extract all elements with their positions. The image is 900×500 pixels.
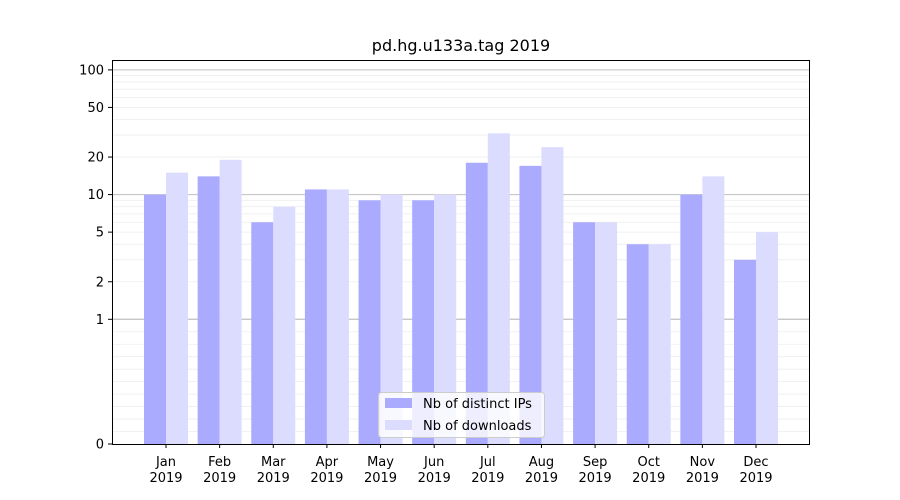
- x-tick-label-month: Feb: [208, 455, 231, 470]
- x-tick-label-year: 2019: [686, 471, 719, 486]
- legend-swatch-distinct-ips: [385, 398, 412, 408]
- y-tick-label: 10: [87, 188, 104, 203]
- plot-frame: [112, 60, 810, 445]
- legend-label-distinct-ips: Nb of distinct IPs: [423, 397, 532, 412]
- x-axis: Jan2019Feb2019Mar2019Apr2019May2019Jun20…: [149, 444, 773, 486]
- bar-distinct-ips-jan: [144, 194, 166, 444]
- y-tick-label: 2: [96, 275, 104, 290]
- legend-label-downloads: Nb of downloads: [423, 419, 532, 434]
- x-tick-label-month: May: [367, 455, 394, 470]
- legend-swatch-downloads: [385, 420, 412, 430]
- x-tick-label-year: 2019: [525, 471, 558, 486]
- x-tick-label-month: Aug: [529, 455, 554, 470]
- bar-downloads-sep: [595, 222, 618, 444]
- y-tick-label: 0: [96, 438, 104, 453]
- x-tick-label-month: Jun: [423, 455, 444, 470]
- bar-downloads-dec: [756, 232, 778, 444]
- x-tick-label-month: Oct: [637, 455, 659, 470]
- bar-distinct-ips-feb: [197, 176, 220, 444]
- bar-downloads-nov: [702, 176, 725, 444]
- chart-title: pd.hg.u133a.tag 2019: [372, 36, 550, 55]
- bar-downloads-may: [380, 194, 403, 444]
- bar-distinct-ips-oct: [626, 244, 649, 444]
- bar-distinct-ips-nov: [680, 194, 703, 444]
- x-tick-label-year: 2019: [471, 471, 504, 486]
- bar-distinct-ips-jul: [465, 162, 488, 444]
- bar-downloads-feb: [219, 159, 242, 444]
- x-tick-label-year: 2019: [579, 471, 612, 486]
- x-tick-label-month: Mar: [261, 455, 286, 470]
- bar-downloads-mar: [273, 206, 296, 444]
- legend-box: [378, 392, 545, 438]
- x-tick-label-year: 2019: [418, 471, 451, 486]
- y-tick-label: 100: [79, 63, 104, 78]
- x-tick-label-month: Jan: [155, 455, 176, 470]
- bar-downloads-oct: [648, 244, 671, 444]
- x-tick-label-month: Apr: [316, 455, 339, 470]
- legend: Nb of distinct IPs Nb of downloads: [378, 392, 545, 438]
- y-tick-label: 1: [96, 313, 104, 328]
- x-tick-label-year: 2019: [149, 471, 182, 486]
- x-tick-label-year: 2019: [203, 471, 236, 486]
- x-tick-label-month: Jul: [479, 455, 496, 470]
- bar-distinct-ips-sep: [573, 222, 596, 444]
- bar-downloads-aug: [541, 147, 564, 444]
- bar-distinct-ips-dec: [734, 259, 756, 444]
- bars: [144, 133, 778, 444]
- x-tick-label-year: 2019: [364, 471, 397, 486]
- bar-distinct-ips-jun: [412, 200, 435, 444]
- bar-distinct-ips-aug: [519, 165, 542, 444]
- bar-downloads-jan: [166, 172, 188, 444]
- x-tick-label-month: Nov: [690, 455, 716, 470]
- bar-downloads-jul: [487, 133, 510, 444]
- x-tick-label-month: Dec: [743, 455, 768, 470]
- y-tick-label: 50: [87, 101, 104, 116]
- bar-distinct-ips-apr: [304, 189, 327, 444]
- x-tick-label-month: Sep: [583, 455, 608, 470]
- y-axis: 0 1 2 5 10 20 50 100: [79, 63, 112, 453]
- bar-distinct-ips-mar: [251, 222, 274, 444]
- x-tick-label-year: 2019: [310, 471, 343, 486]
- x-tick-label-year: 2019: [739, 471, 772, 486]
- bar-downloads-jun: [434, 194, 457, 444]
- bar-downloads-apr: [326, 189, 349, 444]
- x-tick-label-year: 2019: [632, 471, 665, 486]
- y-tick-label: 5: [96, 226, 104, 241]
- bar-distinct-ips-may: [358, 200, 381, 444]
- y-tick-label: 20: [87, 151, 104, 166]
- x-tick-label-year: 2019: [257, 471, 290, 486]
